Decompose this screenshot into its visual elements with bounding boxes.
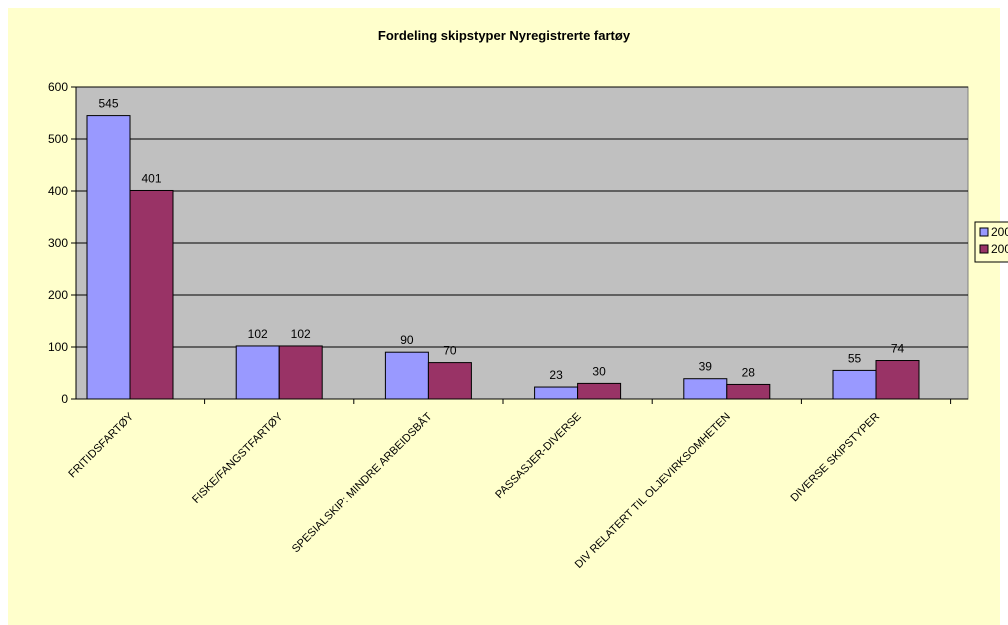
data-label: 30 (592, 364, 606, 378)
y-tick-label: 300 (48, 236, 68, 250)
bar (384, 351, 429, 400)
bar (577, 382, 622, 400)
bar (129, 189, 174, 400)
data-label: 39 (699, 360, 713, 374)
data-label: 74 (891, 342, 905, 356)
bar (534, 386, 579, 400)
data-label: 23 (549, 368, 563, 382)
y-tick-label: 400 (48, 184, 68, 198)
data-label: 102 (291, 327, 311, 341)
bar (278, 345, 323, 400)
bar (427, 362, 472, 400)
y-tick-label: 500 (48, 132, 68, 146)
data-label: 401 (141, 171, 161, 185)
bar (235, 345, 280, 400)
y-tick-label: 200 (48, 288, 68, 302)
y-tick-label: 600 (48, 80, 68, 94)
legend: 2007 2006 (974, 221, 1008, 263)
chart-title: Fordeling skipstyper Nyregistrerte fartø… (378, 28, 631, 43)
bar (832, 369, 877, 400)
data-label: 55 (848, 351, 862, 365)
y-tick-label: 100 (48, 340, 68, 354)
legend-label: 2006 (991, 242, 1008, 256)
legend-swatch (979, 244, 989, 254)
data-label: 102 (248, 327, 268, 341)
data-label: 90 (400, 333, 414, 347)
bar (726, 383, 771, 400)
data-label: 28 (742, 365, 756, 379)
bar (875, 360, 920, 400)
data-label: 545 (98, 97, 118, 111)
legend-swatch (979, 227, 989, 237)
legend-label: 2007 (991, 225, 1008, 239)
bar (683, 378, 728, 400)
bar (86, 115, 131, 400)
data-label: 70 (443, 344, 457, 358)
y-tick-label: 0 (61, 392, 68, 406)
